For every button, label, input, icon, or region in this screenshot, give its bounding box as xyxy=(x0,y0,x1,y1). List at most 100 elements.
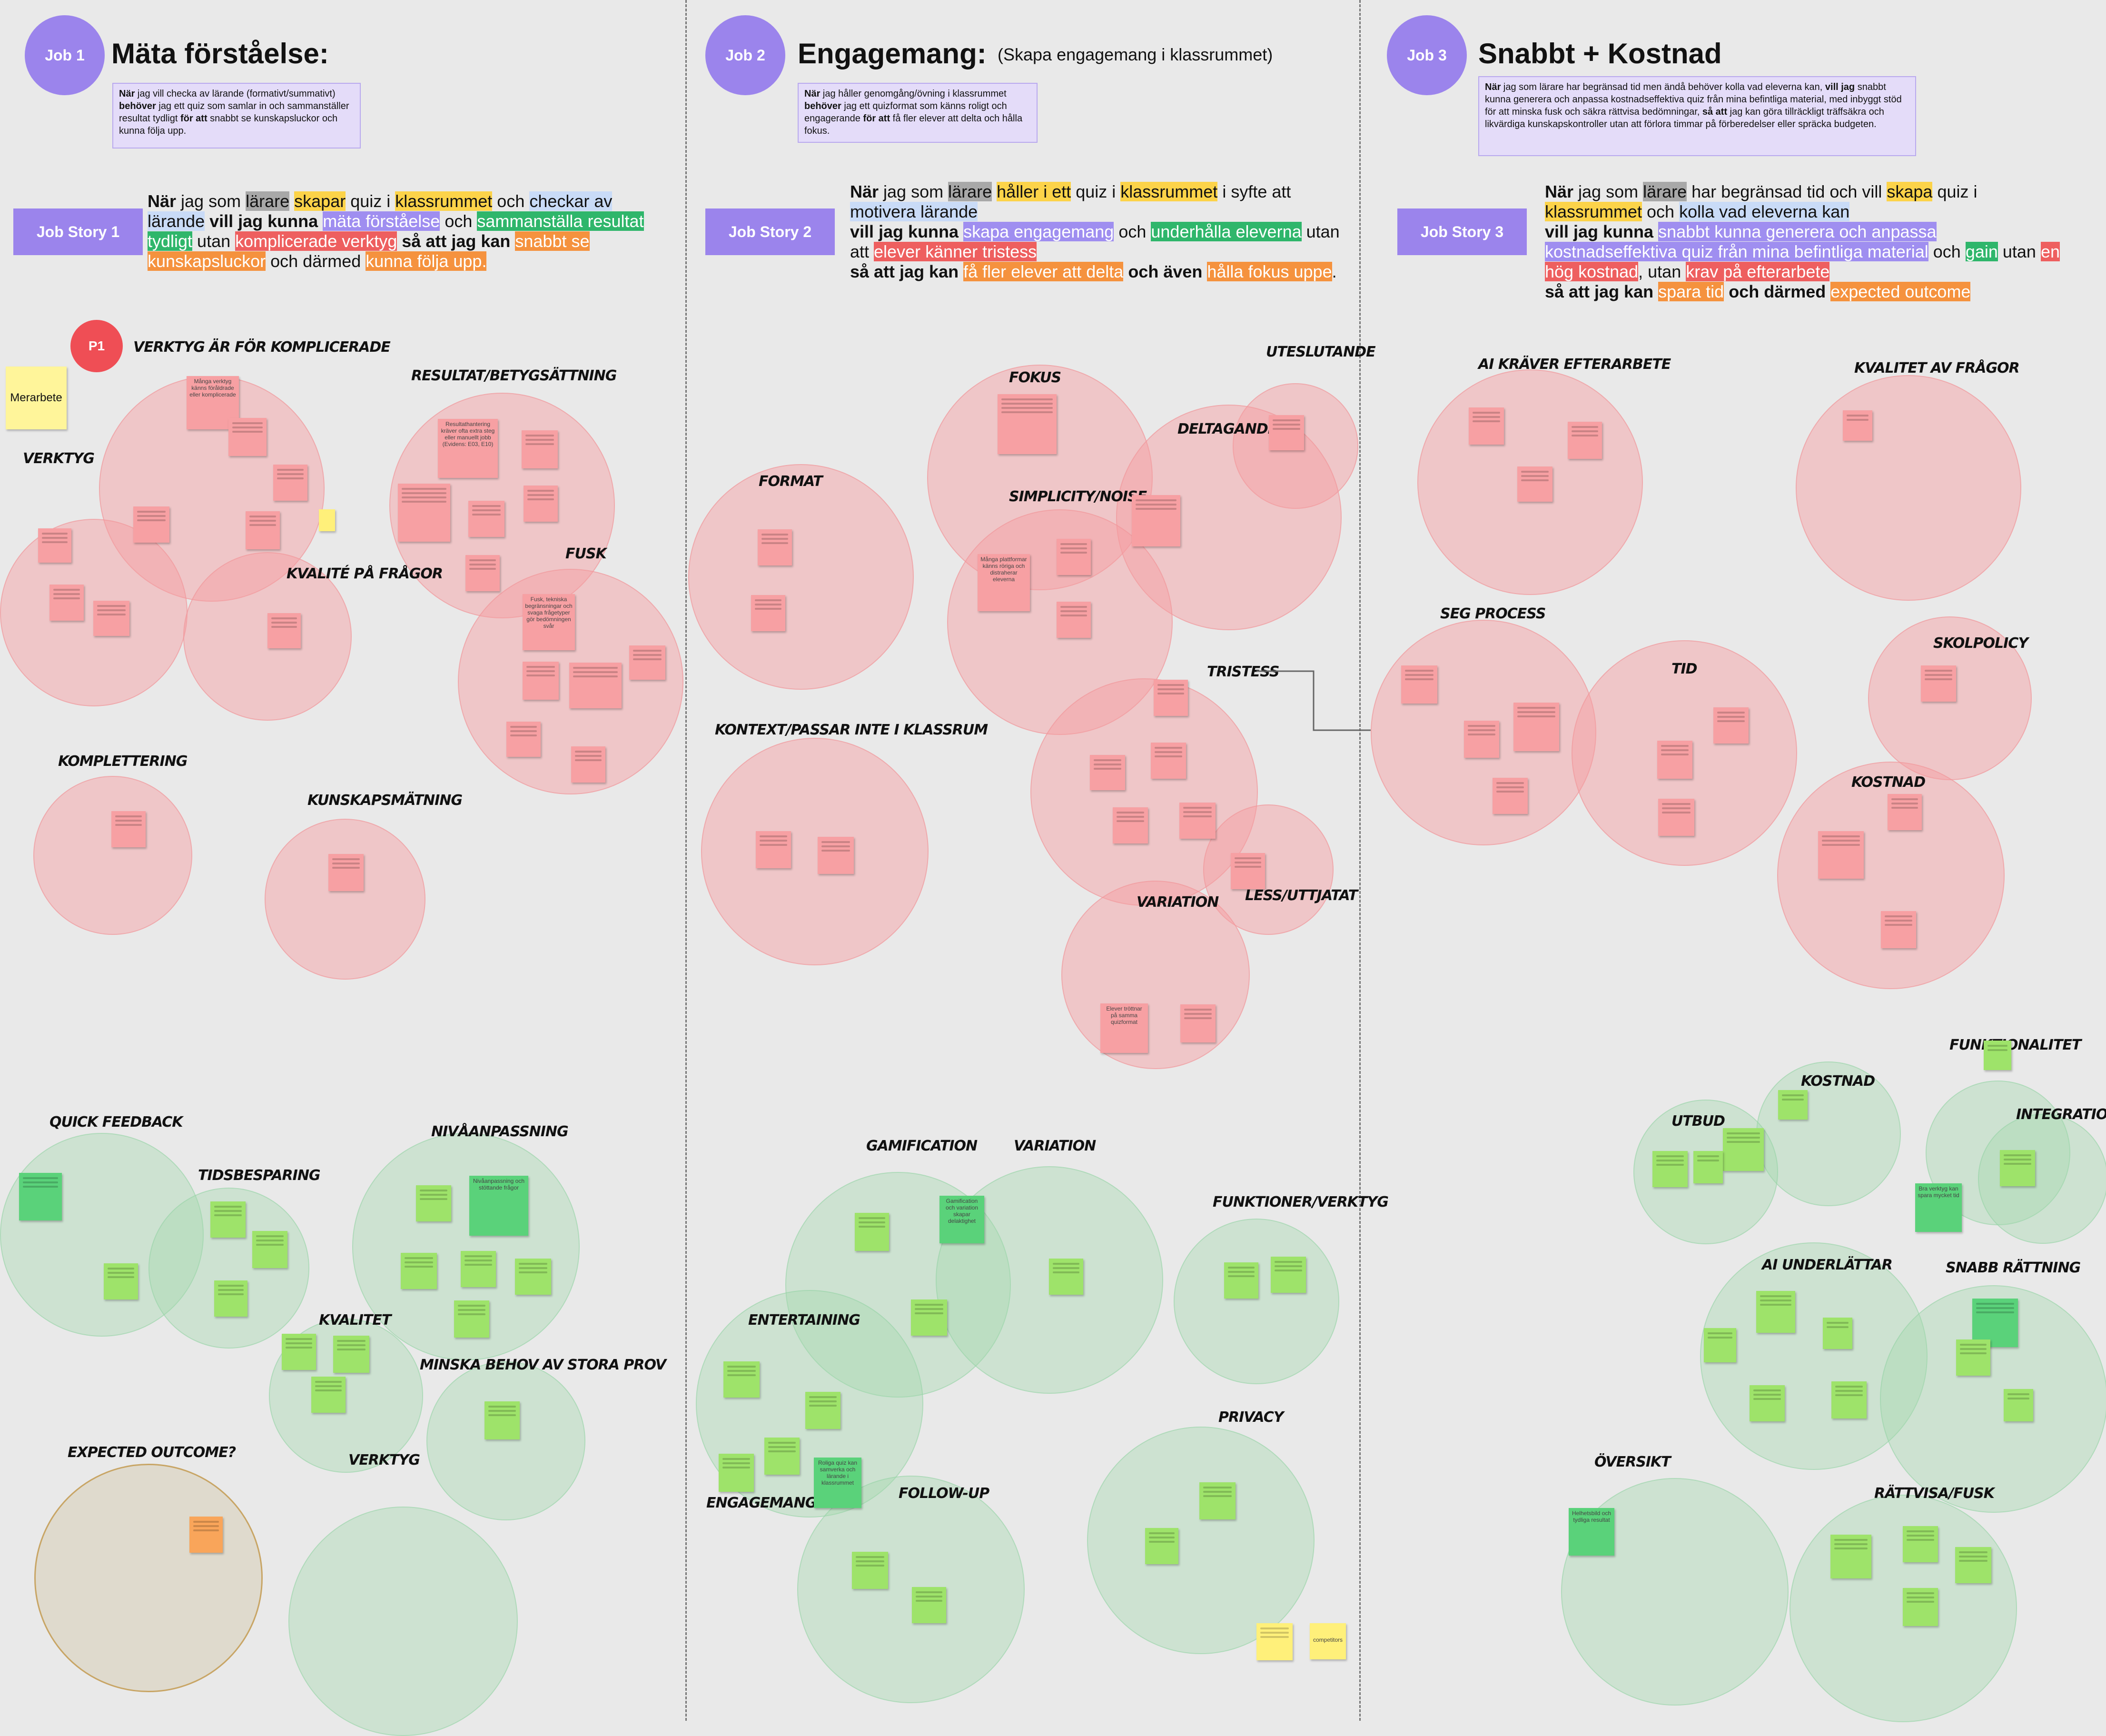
sticky-note[interactable] xyxy=(252,1231,287,1268)
sticky-note[interactable] xyxy=(1199,1482,1236,1519)
sticky-note[interactable] xyxy=(214,1280,247,1317)
sticky-note[interactable] xyxy=(319,509,335,531)
sticky-note[interactable] xyxy=(484,1401,520,1439)
sticky-note[interactable] xyxy=(333,1336,369,1373)
sticky-note[interactable]: Många plattformar känns röriga och distr… xyxy=(978,554,1030,611)
sticky-note[interactable] xyxy=(401,1253,437,1289)
sticky-note[interactable] xyxy=(282,1334,316,1370)
sticky-note[interactable] xyxy=(805,1392,840,1429)
sticky-note[interactable] xyxy=(764,1438,800,1475)
sticky-note[interactable] xyxy=(468,501,504,537)
sticky-note[interactable] xyxy=(189,1517,223,1553)
sticky-note[interactable] xyxy=(1823,1318,1852,1349)
sticky-note[interactable] xyxy=(1513,703,1559,751)
sticky-note[interactable]: Elever tröttnar på samma quizformat xyxy=(1100,1003,1148,1053)
sticky-note[interactable] xyxy=(1271,1257,1306,1293)
sticky-note[interactable] xyxy=(515,1259,551,1295)
sticky-note[interactable] xyxy=(1652,1151,1688,1187)
sticky-note[interactable] xyxy=(1778,1090,1808,1120)
sticky-note[interactable] xyxy=(273,465,307,501)
sticky-note[interactable] xyxy=(1049,1259,1083,1295)
sticky-note[interactable] xyxy=(1256,1623,1293,1660)
sticky-note[interactable]: Gamification och variation skapar delakt… xyxy=(939,1196,984,1243)
sticky-note[interactable] xyxy=(629,645,665,680)
sticky-note[interactable] xyxy=(818,837,854,874)
sticky-note[interactable] xyxy=(998,394,1057,454)
sticky-note[interactable] xyxy=(111,811,146,847)
sticky-note[interactable] xyxy=(1658,799,1694,836)
sticky-note[interactable] xyxy=(461,1251,496,1287)
sticky-note[interactable] xyxy=(911,1300,947,1336)
sticky-note[interactable] xyxy=(19,1173,62,1220)
sticky-note[interactable] xyxy=(1903,1588,1938,1626)
sticky-note[interactable] xyxy=(751,595,785,631)
sticky-note[interactable] xyxy=(1921,665,1956,702)
sticky-note[interactable] xyxy=(1903,1526,1938,1562)
sticky-note[interactable] xyxy=(1145,1528,1178,1564)
sticky-note[interactable] xyxy=(38,528,71,563)
sticky-note[interactable] xyxy=(465,555,500,591)
sticky-note[interactable] xyxy=(1517,466,1552,502)
sticky-note[interactable] xyxy=(267,613,301,648)
sticky-note[interactable] xyxy=(569,663,622,708)
sticky-note[interactable] xyxy=(1090,755,1125,790)
sticky-note[interactable] xyxy=(1756,1291,1795,1333)
sticky-note[interactable] xyxy=(1113,807,1148,843)
sticky-note[interactable] xyxy=(852,1552,888,1589)
sticky-note[interactable] xyxy=(1179,803,1216,839)
sticky-note[interactable] xyxy=(1151,743,1186,779)
sticky-note[interactable] xyxy=(1057,539,1091,575)
sticky-note[interactable]: Resultathantering kräver ofta extra steg… xyxy=(438,419,498,478)
sticky-note[interactable] xyxy=(1843,410,1872,441)
sticky-note[interactable] xyxy=(1057,602,1091,638)
sticky-note[interactable] xyxy=(2000,1150,2035,1186)
sticky-note[interactable] xyxy=(1493,778,1528,814)
sticky-note[interactable] xyxy=(246,511,280,549)
sticky-note[interactable] xyxy=(1831,1381,1867,1419)
sticky-note[interactable] xyxy=(1401,665,1437,704)
sticky-note[interactable] xyxy=(1972,1299,2018,1347)
sticky-note[interactable] xyxy=(49,585,84,621)
sticky-note[interactable] xyxy=(855,1213,889,1251)
sticky-note[interactable]: Fusk, tekniska begränsningar och svaga f… xyxy=(523,594,575,650)
sticky-note[interactable] xyxy=(523,662,559,700)
sticky-note[interactable]: Bra verktyg kan spara mycket tid xyxy=(1915,1183,1962,1232)
sticky-note[interactable] xyxy=(416,1185,451,1221)
sticky-note[interactable] xyxy=(1881,911,1916,948)
sticky-note[interactable] xyxy=(2004,1389,2033,1421)
competitors-note[interactable]: competitors xyxy=(1310,1623,1346,1659)
sticky-note[interactable] xyxy=(524,486,558,522)
sticky-note[interactable] xyxy=(1464,721,1499,758)
sticky-note[interactable] xyxy=(228,418,267,456)
sticky-note[interactable]: Roliga quiz kan samverka och lärande i k… xyxy=(814,1458,861,1508)
sticky-note[interactable] xyxy=(719,1454,754,1492)
sticky-note[interactable] xyxy=(93,601,129,636)
sticky-note[interactable] xyxy=(1469,407,1504,445)
sticky-note[interactable] xyxy=(133,506,169,543)
sticky-note[interactable] xyxy=(756,831,791,868)
sticky-note[interactable] xyxy=(1224,1262,1258,1299)
sticky-note[interactable] xyxy=(506,722,541,757)
sticky-note[interactable] xyxy=(311,1377,346,1413)
sticky-note[interactable]: Nivåanpassning och stöttande frågor xyxy=(469,1176,528,1236)
sticky-note[interactable] xyxy=(571,746,605,783)
sticky-note[interactable] xyxy=(1657,741,1692,779)
sticky-note[interactable] xyxy=(1830,1535,1871,1578)
sticky-note[interactable] xyxy=(1713,707,1749,744)
sticky-note[interactable] xyxy=(1818,831,1864,879)
sticky-note[interactable] xyxy=(104,1263,138,1300)
sticky-note[interactable] xyxy=(328,854,364,891)
sticky-note[interactable] xyxy=(454,1300,489,1338)
sticky-note[interactable] xyxy=(1956,1339,1990,1376)
sticky-note[interactable] xyxy=(1231,853,1265,889)
sticky-note[interactable] xyxy=(1750,1385,1785,1421)
sticky-note[interactable] xyxy=(1704,1328,1736,1362)
sticky-note[interactable]: Helhetsbild och tydliga resultat xyxy=(1569,1508,1614,1556)
merarbete-sticky[interactable]: Merarbete xyxy=(6,367,67,429)
sticky-note[interactable] xyxy=(1693,1151,1723,1183)
sticky-note[interactable] xyxy=(723,1361,760,1398)
sticky-note[interactable] xyxy=(912,1587,946,1623)
sticky-note[interactable] xyxy=(1154,680,1188,716)
sticky-note[interactable] xyxy=(1269,415,1304,450)
sticky-note[interactable] xyxy=(522,430,558,468)
